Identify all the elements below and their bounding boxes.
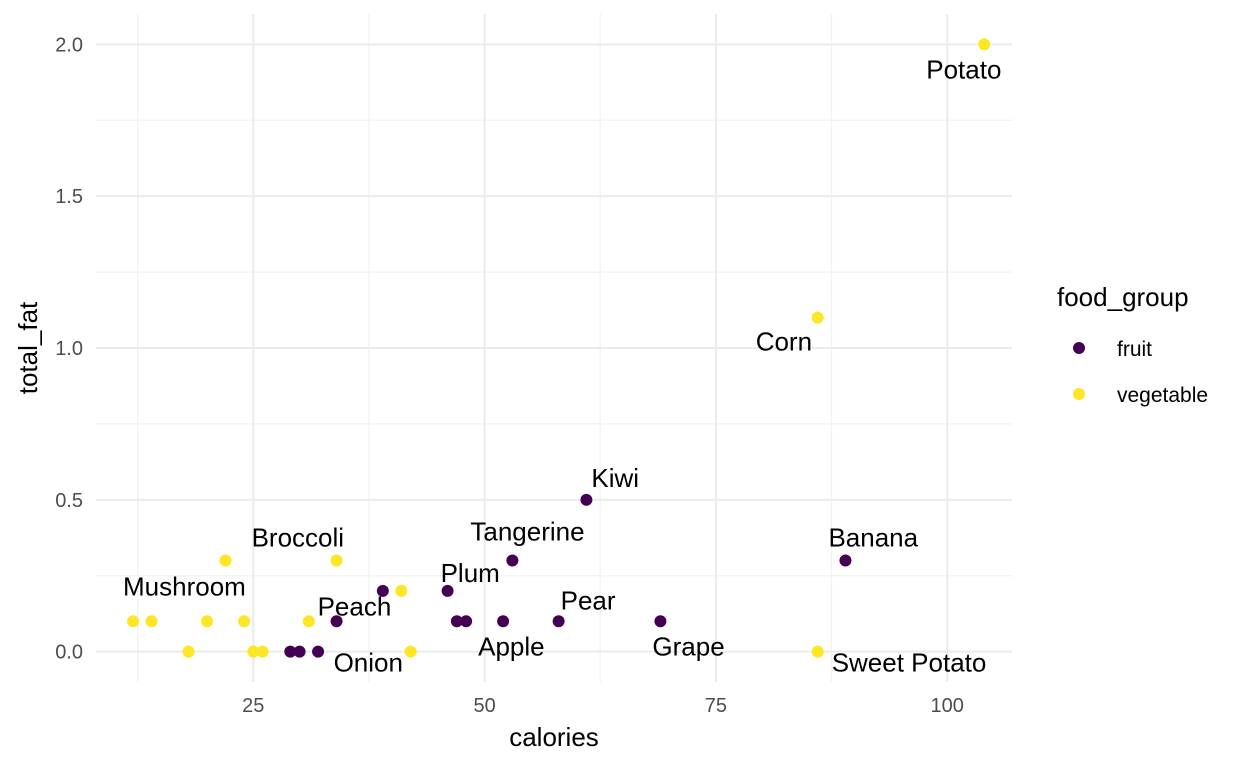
- fruit-point: [450, 615, 463, 628]
- y-axis-title: total_fat: [13, 301, 43, 394]
- y-axis-ticks: 0.0 0.5 1.0 1.5 2.0: [55, 34, 83, 663]
- y-tick-label: 0.0: [55, 642, 83, 664]
- vegetable-point: [395, 584, 408, 597]
- point-label: Broccoli: [252, 523, 344, 553]
- vegetable-point: [811, 645, 824, 658]
- point-label: Grape: [652, 631, 724, 661]
- y-tick-label: 2.0: [55, 34, 83, 56]
- vegetable-point: [145, 615, 158, 628]
- point-label: Plum: [441, 558, 500, 588]
- fruit-point: [654, 615, 667, 628]
- legend: food_group fruit vegetable: [1057, 282, 1208, 407]
- vegetable-point: [978, 38, 991, 51]
- point-label: Sweet Potato: [832, 648, 987, 678]
- fruit-point: [497, 615, 510, 628]
- point-label: Banana: [828, 523, 918, 553]
- x-tick-label: 100: [931, 695, 964, 717]
- fruit-point: [506, 554, 519, 567]
- fruit-point: [293, 645, 306, 658]
- major-gridlines: [96, 14, 1012, 682]
- point-label: Potato: [926, 54, 1001, 84]
- vegetable-point: [302, 615, 315, 628]
- x-tick-label: 25: [242, 695, 264, 717]
- point-label: Kiwi: [591, 463, 639, 493]
- legend-entries: fruit vegetable: [1073, 338, 1208, 407]
- fruit-point: [284, 645, 297, 658]
- point-label: Peach: [318, 591, 392, 621]
- vegetable-point: [219, 554, 232, 567]
- fruit-point: [330, 615, 343, 628]
- data-points: [127, 38, 991, 658]
- legend-key-fruit: [1073, 342, 1085, 354]
- legend-label-vegetable: vegetable: [1117, 384, 1208, 407]
- vegetable-point: [330, 554, 343, 567]
- fruit-point: [580, 493, 593, 506]
- vegetable-point: [182, 645, 195, 658]
- fruit-point: [460, 615, 473, 628]
- x-tick-label: 75: [705, 695, 727, 717]
- minor-gridlines: [96, 14, 1012, 682]
- fruit-point: [839, 554, 852, 567]
- legend-label-fruit: fruit: [1117, 338, 1152, 361]
- point-label: Tangerine: [470, 517, 584, 547]
- fruit-point: [312, 645, 325, 658]
- vegetable-point: [247, 645, 260, 658]
- point-label: Mushroom: [123, 571, 246, 601]
- vegetable-point: [404, 645, 417, 658]
- point-labels: Peach Plum Apple Tangerine Pear Kiwi Grape Bana…: [123, 54, 1001, 677]
- x-axis-title: calories: [509, 722, 599, 752]
- x-axis-ticks: 25 50 75 100: [242, 695, 964, 717]
- y-tick-label: 1.5: [55, 186, 83, 208]
- vegetable-point: [201, 615, 214, 628]
- y-tick-label: 1.0: [55, 338, 83, 360]
- legend-key-vegetable: [1073, 388, 1085, 400]
- vegetable-point: [256, 645, 269, 658]
- vegetable-point: [811, 311, 824, 324]
- y-tick-label: 0.5: [55, 490, 83, 512]
- x-tick-label: 50: [473, 695, 495, 717]
- fruit-point: [441, 584, 454, 597]
- vegetable-point: [238, 615, 251, 628]
- legend-title: food_group: [1057, 282, 1189, 312]
- point-label: Corn: [756, 327, 812, 357]
- fruit-point: [552, 615, 565, 628]
- point-label: Apple: [478, 631, 544, 661]
- vegetable-point: [127, 615, 140, 628]
- point-label: Pear: [561, 585, 616, 615]
- fruit-point: [376, 584, 389, 597]
- point-label: Onion: [334, 648, 403, 678]
